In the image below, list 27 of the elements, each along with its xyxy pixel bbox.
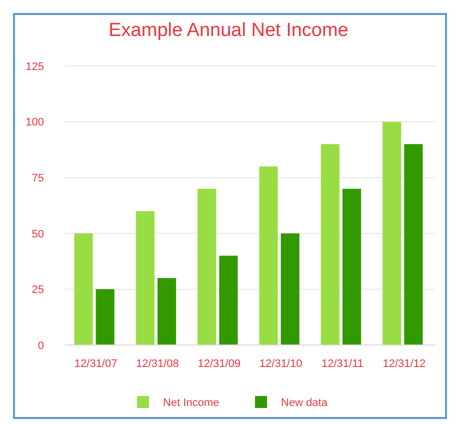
legend-label: New data <box>281 396 328 409</box>
chart-title: Example Annual Net Income <box>108 20 348 41</box>
y-tick-label: 100 <box>26 116 44 129</box>
bar <box>382 122 402 345</box>
y-tick-label: 50 <box>32 228 44 240</box>
x-tick-label: 12/31/10 <box>259 358 302 370</box>
bar <box>219 256 238 345</box>
bar <box>404 144 423 345</box>
bar <box>74 233 93 345</box>
x-tick-label: 12/31/07 <box>74 358 118 370</box>
bar <box>96 289 114 345</box>
y-tick-label: 75 <box>32 172 44 184</box>
y-tick-label: 125 <box>26 60 44 73</box>
x-tick-label: 12/31/11 <box>321 358 364 370</box>
bar <box>280 233 300 345</box>
bar <box>136 211 154 345</box>
bar <box>158 278 176 345</box>
x-tick-label: 12/31/08 <box>136 358 179 370</box>
y-tick-label: 0 <box>38 340 44 352</box>
legend-label: Net Income <box>163 396 220 409</box>
bar <box>259 166 278 345</box>
bar <box>342 188 362 345</box>
x-tick-label: 12/31/12 <box>382 358 426 370</box>
bar <box>320 144 340 345</box>
x-tick-label: 12/31/09 <box>198 358 241 370</box>
bar <box>198 188 216 345</box>
y-tick-label: 25 <box>32 284 44 296</box>
